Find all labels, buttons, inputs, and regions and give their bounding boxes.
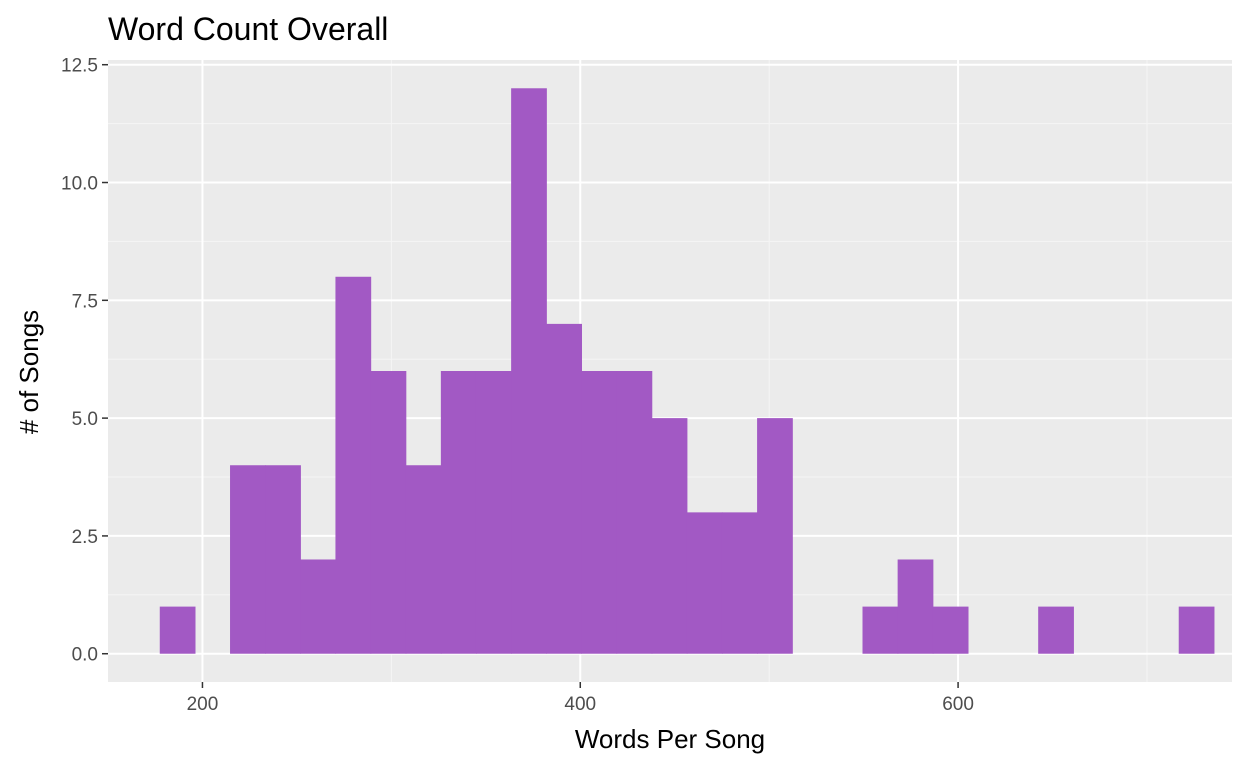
x-tick-label: 400 [564,694,596,715]
x-axis: 200 400 600 [187,682,974,715]
histogram-bar [721,512,758,654]
histogram-bar [757,418,793,654]
histogram-bar [335,276,372,654]
y-tick-label: 12.5 [61,56,98,77]
y-tick-label: 0.0 [72,645,98,666]
histogram-bar [405,465,442,654]
histogram-bars [159,88,1215,654]
x-tick-label: 200 [187,694,219,715]
histogram-bar [370,371,407,654]
y-axis: 0.0 2.5 5.0 7.5 10.0 12.5 [61,56,108,666]
histogram-bar [686,512,723,654]
histogram-bar [475,371,512,654]
histogram-bar [1038,606,1074,654]
histogram-bar [440,371,477,654]
histogram-bar [230,465,266,654]
chart-title: Word Count Overall [108,11,388,47]
histogram-bar [300,559,337,654]
y-tick-label: 5.0 [72,409,98,430]
histogram-bar [932,606,969,654]
histogram-bar [616,371,653,654]
y-axis-title: # of Songs [14,310,44,434]
histogram-bar [862,606,899,654]
histogram-bar [581,371,618,654]
x-tick-label: 600 [942,694,974,715]
x-axis-title: Words Per Song [575,724,765,754]
y-tick-label: 2.5 [72,527,98,548]
histogram-bar [159,606,196,654]
histogram-bar [511,88,547,654]
histogram-bar [1178,606,1215,654]
histogram-bar [546,323,583,654]
histogram-bar [651,418,688,654]
y-tick-label: 7.5 [72,291,98,312]
histogram-bar [897,559,934,654]
y-tick-label: 10.0 [61,174,98,195]
histogram-bar [265,465,301,654]
